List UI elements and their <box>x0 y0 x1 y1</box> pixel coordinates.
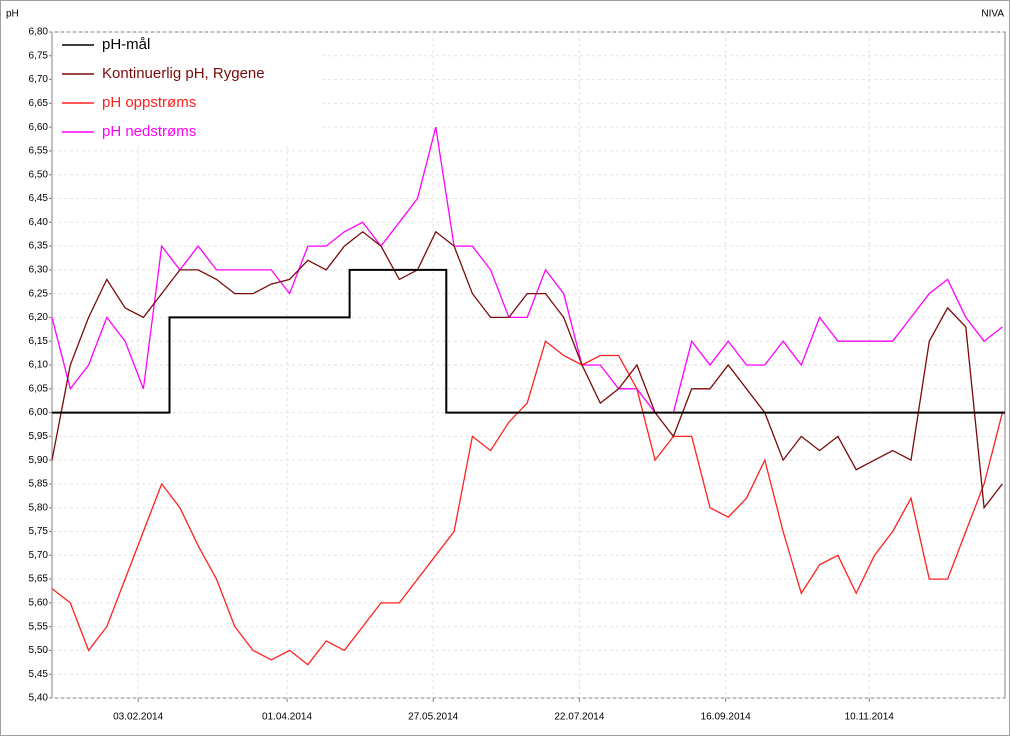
legend-box <box>54 33 322 146</box>
y-tick-label: 6,70 <box>29 74 49 85</box>
y-tick-label: 6,60 <box>29 122 49 133</box>
y-tick-label: 6,80 <box>29 27 49 38</box>
y-tick-label: 5,65 <box>29 574 49 585</box>
x-tick-label: 03.02.2014 <box>113 712 163 723</box>
y-tick-label: 6,05 <box>29 383 49 394</box>
y-tick-label: 6,10 <box>29 360 49 371</box>
series-line <box>51 340 1004 666</box>
y-tick-label: 6,25 <box>29 288 49 299</box>
y-tick-label: 6,35 <box>29 241 49 252</box>
series-line <box>52 268 1005 414</box>
x-tick-label: 10.11.2014 <box>845 712 895 723</box>
x-tick-label: 27.05.2014 <box>408 712 458 723</box>
legend-label: Kontinuerlig pH, Rygene <box>102 65 265 82</box>
y-tick-label: 6,40 <box>29 217 49 228</box>
y-tick-label: 5,50 <box>29 645 49 656</box>
y-tick-label: 6,15 <box>29 336 49 347</box>
y-tick-label: 6,00 <box>29 407 49 418</box>
y-tick-label: 6,65 <box>29 98 49 109</box>
y-tick-label: 6,50 <box>29 169 49 180</box>
y-tick-label: 5,60 <box>29 597 49 608</box>
x-tick-label: 01.04.2014 <box>262 712 312 723</box>
y-tick-label: 5,40 <box>29 693 49 704</box>
y-tick-label: 6,45 <box>29 193 49 204</box>
series-line <box>51 230 1003 510</box>
legend: pH-mål Kontinuerlig pH, Rygene pH oppstrøm… <box>54 33 322 146</box>
y-tick-label: 5,70 <box>29 550 49 561</box>
y-tick-label: 6,55 <box>29 146 49 157</box>
y-tick-label: 5,75 <box>29 526 49 537</box>
legend-label: pH oppstrøms <box>102 94 196 111</box>
y-tick-label: 5,95 <box>29 431 49 442</box>
x-tick-label: 22.07.2014 <box>554 712 604 723</box>
y-tick-label: 6,30 <box>29 264 49 275</box>
y-axis-label: pH <box>6 9 19 20</box>
series-line <box>51 126 1003 414</box>
legend-label: pH-mål <box>102 36 150 53</box>
y-tick-label: 5,80 <box>29 502 49 513</box>
y-tick-label: 5,45 <box>29 669 49 680</box>
y-tick-label: 5,85 <box>29 479 49 490</box>
y-tick-label: 6,75 <box>29 50 49 61</box>
legend-label: pH nedstrøms <box>102 123 196 140</box>
x-tick-label: 16.09.2014 <box>701 712 751 723</box>
y-tick-label: 5,90 <box>29 455 49 466</box>
y-tick-label: 5,55 <box>29 621 49 632</box>
y-tick-label: 6,20 <box>29 312 49 323</box>
corner-text: NIVA <box>981 9 1004 20</box>
